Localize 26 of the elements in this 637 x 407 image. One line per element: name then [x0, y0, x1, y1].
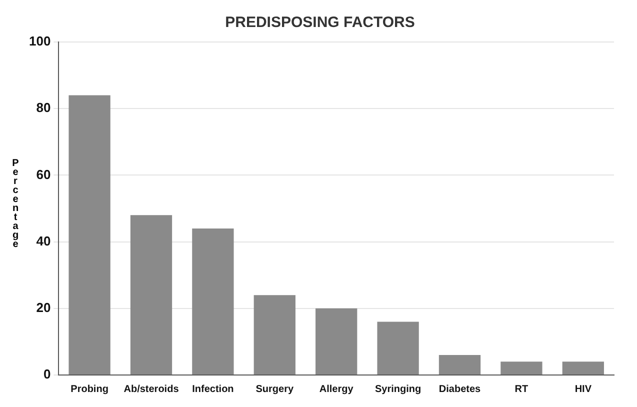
x-tick-label: Ab/steroids — [124, 384, 180, 395]
y-tick-label: 20 — [36, 300, 51, 315]
x-tick-label: RT — [514, 384, 528, 395]
x-tick-label: Syringing — [374, 384, 422, 395]
x-tick-label: Surgery — [256, 384, 294, 395]
bar — [192, 228, 234, 374]
y-axis-title: Percentage — [10, 158, 21, 248]
x-tick-label: Allergy — [319, 384, 354, 395]
y-tick-label: 100 — [28, 34, 51, 49]
y-tick-label: 40 — [36, 233, 51, 248]
bar — [562, 362, 604, 374]
y-tick-label: 60 — [36, 166, 51, 182]
bar — [377, 322, 419, 374]
bar — [500, 362, 542, 374]
bar — [68, 95, 110, 374]
x-tick-label: HIV — [574, 384, 592, 395]
x-tick-label: Infection — [192, 384, 234, 395]
y-tick-label: 0 — [43, 366, 51, 382]
bar — [438, 355, 481, 374]
bar — [316, 308, 358, 374]
chart-title: PREDISPOSING FACTORS — [225, 14, 415, 32]
bar — [254, 295, 296, 374]
x-tick-label: Diabetes — [438, 384, 482, 395]
bar — [130, 215, 172, 374]
x-tick-label: Probing — [70, 384, 108, 395]
y-tick-label: 80 — [36, 100, 51, 116]
